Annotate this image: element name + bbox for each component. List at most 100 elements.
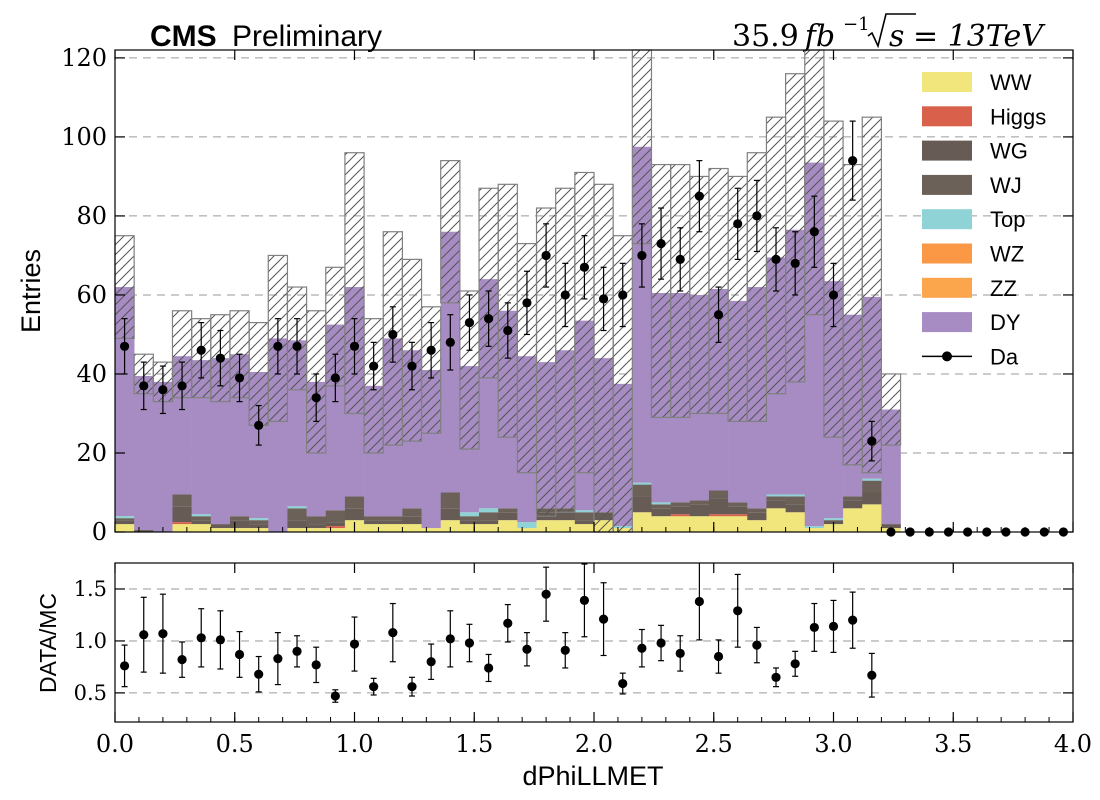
bar-top [632,482,652,485]
ratio-point [196,633,206,643]
bar-dy [153,381,173,532]
bar-wj [287,508,307,521]
bar-wg [210,524,231,529]
bar-wj [670,502,691,507]
bar-wj [747,508,767,513]
bar-wg [862,492,882,505]
y-tick-label: 40 [76,360,107,388]
uncertainty-box [804,49,825,316]
data-point [273,341,283,351]
bar-top [459,512,480,517]
data-point [426,345,436,355]
data-point [369,361,379,371]
bar-wg [344,508,365,521]
data-point [311,393,321,403]
bar-top [651,502,671,505]
legend-label: Da [990,344,1019,369]
legend-label: WJ [990,173,1022,198]
x-tick-label: 1.5 [455,730,493,758]
bar-top [479,508,499,513]
bar-top [517,522,537,529]
lumi-unit: fb [803,19,835,54]
bar-wg [574,520,595,525]
bar-top [191,514,212,517]
ratio-point [445,634,455,644]
ratio-point [234,649,245,660]
x-tick-label: 3.5 [934,730,972,758]
bar-wg [325,522,346,527]
uncertainty-box [631,49,653,245]
bar-top [249,518,269,521]
bar-wg [306,524,327,529]
uncertainty-box [880,373,902,446]
legend-swatch-higgs [922,106,972,127]
bar-wj [172,494,192,507]
bar-wj [459,516,480,521]
bar-wj [306,516,327,525]
data-point [158,385,168,395]
ratio-point [752,640,762,650]
ratio-point [541,589,551,599]
bar-ww [479,524,499,532]
data-point [484,314,494,324]
bar-wj [785,496,806,505]
bar-ww [670,516,691,532]
bar-ww [574,524,595,532]
bar-ww [862,504,882,532]
legend: WW Higgs WG WJ Top WZ ZZ DY Da [922,70,1046,369]
bar-higgs [670,514,691,517]
bar-ww [287,528,307,532]
bar-top [785,494,806,497]
data-point [388,329,398,340]
ratio-point [484,663,494,673]
bar-wj [632,484,652,497]
bar-ww [306,528,327,532]
bar-ww [325,528,346,532]
cms-label: CMS [150,20,217,53]
legend-swatch-wz [922,243,972,264]
bar-dy [134,375,154,531]
lumi-value: 35.9 [732,19,799,54]
data-point [656,238,666,249]
main-x-ticks [114,50,1074,532]
legend-marker-data [942,351,952,362]
bar-wg [670,506,691,515]
data-point [503,325,513,336]
ratio-point [311,660,321,670]
bar-wg [287,520,307,529]
data-point [579,262,590,272]
ratio-y-tick-label: 1.0 [74,629,107,653]
legend-swatch-top [922,209,972,230]
sqrt-sign [867,13,916,49]
bar-wg [115,520,135,525]
uncertainty-box [574,171,595,474]
x-tick-label: 0.5 [216,730,254,758]
bar-wj [498,508,518,513]
ratio-point [618,678,628,689]
data-point [848,156,858,166]
legend-label: Top [990,207,1025,232]
bar-wg [383,520,403,525]
bar-wj [383,516,403,521]
data-point [541,250,551,261]
bar-ww [728,516,748,532]
ratio-points [119,563,877,703]
ratio-point [598,614,609,624]
ratio-point [215,635,225,645]
x-tick-label: 0.0 [96,730,134,758]
data-point [675,254,685,264]
data-point [407,361,417,371]
data-point [618,290,628,300]
bar-wg [364,520,384,525]
legend-swatch-wj [922,174,972,195]
y-tick-label: 100 [61,123,107,151]
bar-wg [785,504,806,513]
bar-higgs [728,514,748,517]
ratio-point [119,661,130,671]
bar-wj [134,530,154,532]
data-point [790,258,800,268]
bar-wj [574,512,595,521]
legend-label: WG [990,139,1028,164]
x-axis-label: dPhiLLMET [522,761,663,791]
data-point [733,219,743,229]
